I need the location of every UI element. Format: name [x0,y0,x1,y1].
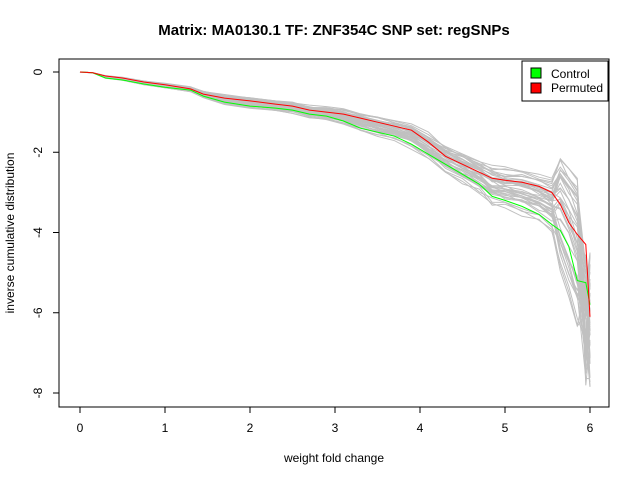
x-tick-label: 6 [587,421,594,435]
y-axis-label: inverse cumulative distribution [3,153,17,314]
chart-title: Matrix: MA0130.1 TF: ZNF354C SNP set: re… [158,22,510,39]
x-axis: 0 1 2 3 4 5 6 [77,406,594,435]
x-tick-label: 5 [502,421,509,435]
x-tick-label: 3 [332,421,339,435]
y-tick-label: -2 [31,147,45,158]
y-tick-label: -4 [31,227,45,238]
background-series-line [79,71,591,336]
x-tick-label: 0 [77,421,84,435]
series-line-control [79,71,591,305]
background-series-group [79,71,591,387]
x-tick-label: 4 [417,421,424,435]
y-tick-label: -6 [31,307,45,318]
legend-label-control: Control [551,67,590,81]
series-line-permuted [79,71,591,317]
background-series-line [79,71,591,306]
x-tick-label: 1 [162,421,169,435]
background-series-line [79,71,591,301]
y-axis: 0 -2 -4 -6 -8 [31,68,60,398]
y-tick-label: -8 [31,387,45,398]
x-axis-label: weight fold change [283,451,384,465]
legend-swatch-permuted [530,82,542,94]
legend: Control Permuted [521,60,609,102]
main-series-group [79,71,591,317]
legend-swatch-control [530,67,542,79]
y-tick-label: 0 [31,68,45,75]
legend-label-permuted: Permuted [551,81,603,95]
background-series-line [79,71,591,328]
x-tick-label: 2 [247,421,254,435]
